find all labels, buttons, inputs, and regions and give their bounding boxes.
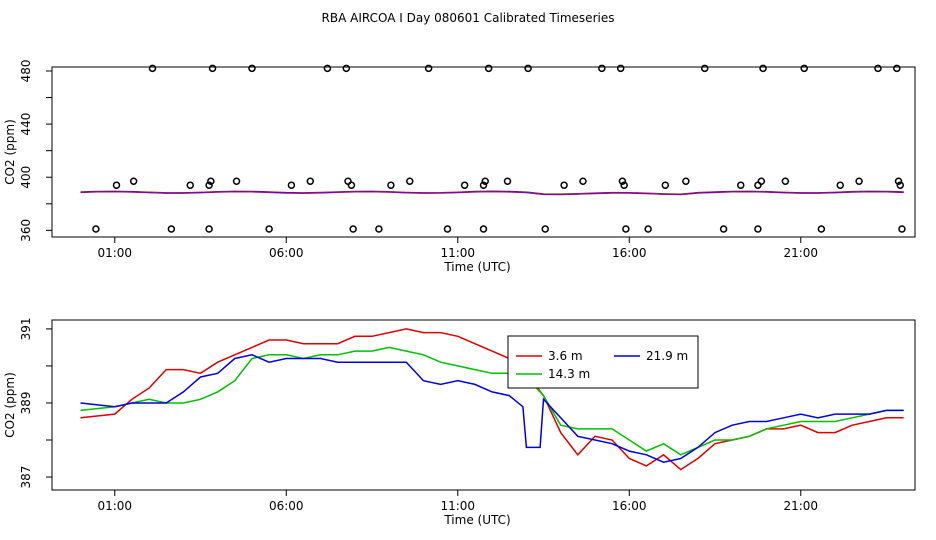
data-point bbox=[800, 64, 808, 73]
y-tick-label: 391 bbox=[19, 317, 33, 340]
data-point bbox=[759, 64, 767, 73]
data-point bbox=[349, 225, 357, 233]
legend-label: 21.9 m bbox=[646, 349, 688, 363]
data-point bbox=[622, 225, 630, 233]
data-point bbox=[306, 177, 315, 185]
data-point bbox=[287, 181, 296, 189]
legend: 3.6 m 21.9 m 14.3 m bbox=[507, 335, 699, 389]
series-line bbox=[80, 328, 904, 471]
y-tick-label: 440 bbox=[19, 113, 33, 136]
data-point bbox=[323, 64, 332, 73]
x-tick-label: 06:00 bbox=[269, 246, 304, 260]
data-point bbox=[896, 181, 905, 189]
data-point bbox=[207, 177, 215, 185]
data-point bbox=[265, 225, 273, 233]
data-point bbox=[205, 181, 213, 189]
chart-title: RBA AIRCOA I Day 080601 Calibrated Times… bbox=[322, 11, 615, 25]
y-tick-label: 480 bbox=[19, 60, 33, 83]
series-line bbox=[80, 346, 904, 456]
x-tick-label: 21:00 bbox=[783, 246, 818, 260]
data-point bbox=[186, 181, 194, 189]
y-tick-label: 387 bbox=[19, 466, 33, 489]
data-point bbox=[781, 177, 790, 185]
data-point bbox=[874, 64, 882, 73]
data-point bbox=[661, 181, 670, 189]
plot-frame bbox=[51, 319, 916, 491]
data-point bbox=[836, 181, 844, 189]
data-point bbox=[205, 225, 213, 233]
legend-box bbox=[507, 335, 699, 389]
calibrated-trace bbox=[80, 191, 904, 196]
y-tick-label: 400 bbox=[19, 166, 33, 189]
data-point bbox=[92, 225, 100, 233]
x-tick-label: 16:00 bbox=[612, 499, 647, 513]
y-tick-label: 360 bbox=[19, 219, 33, 242]
x-tick-label: 01:00 bbox=[97, 499, 132, 513]
data-point bbox=[893, 64, 901, 73]
data-point bbox=[479, 181, 488, 189]
data-point bbox=[148, 64, 157, 73]
data-point bbox=[719, 225, 728, 233]
plot-frame bbox=[51, 66, 916, 238]
data-point bbox=[406, 177, 414, 185]
x-tick-label: 16:00 bbox=[612, 246, 647, 260]
data-point bbox=[700, 64, 709, 73]
data-point bbox=[620, 181, 628, 189]
data-point bbox=[682, 177, 690, 185]
legend-label: 14.3 m bbox=[548, 367, 590, 381]
data-point bbox=[618, 177, 627, 185]
x-tick-label: 21:00 bbox=[783, 499, 818, 513]
data-point bbox=[387, 181, 395, 189]
data-point bbox=[737, 181, 745, 189]
data-point bbox=[167, 225, 176, 233]
co2-scatter-panel: 01:00 06:00 11:00 16:00 21:00 360 400 440 480 Tim… bbox=[3, 60, 916, 274]
data-point bbox=[208, 64, 217, 73]
data-point bbox=[757, 177, 766, 185]
data-point bbox=[484, 64, 493, 73]
data-point bbox=[644, 225, 652, 233]
data-point bbox=[541, 225, 549, 233]
x-tick-label: 11:00 bbox=[440, 499, 475, 513]
data-point bbox=[560, 181, 568, 189]
data-point bbox=[443, 225, 452, 233]
data-point bbox=[112, 181, 121, 189]
data-point bbox=[616, 64, 625, 73]
data-point bbox=[342, 64, 351, 73]
data-point bbox=[598, 64, 606, 73]
x-tick-label: 11:00 bbox=[440, 246, 475, 260]
data-point bbox=[375, 225, 383, 233]
co2-lines-panel: 01:00 06:00 11:00 16:00 21:00 387 389 391 Time (… bbox=[3, 317, 916, 527]
data-point bbox=[524, 64, 532, 73]
data-point bbox=[424, 64, 433, 73]
data-point bbox=[894, 177, 903, 185]
y-tick-label: 389 bbox=[19, 392, 33, 415]
x-tick-label: 06:00 bbox=[269, 499, 304, 513]
data-point bbox=[898, 225, 906, 233]
data-point bbox=[481, 177, 489, 185]
data-point bbox=[460, 181, 469, 189]
series-line bbox=[80, 354, 904, 463]
data-point bbox=[248, 64, 256, 73]
data-point bbox=[817, 225, 826, 233]
x-axis-title: Time (UTC) bbox=[443, 513, 510, 527]
data-point bbox=[129, 177, 138, 185]
x-tick-label: 01:00 bbox=[97, 246, 132, 260]
data-point bbox=[347, 181, 356, 189]
y-axis-title: CO2 (ppm) bbox=[3, 119, 17, 185]
data-point bbox=[232, 177, 241, 185]
x-axis-title: Time (UTC) bbox=[443, 260, 510, 274]
data-point bbox=[855, 177, 863, 185]
data-point bbox=[479, 225, 488, 233]
data-point bbox=[754, 225, 762, 233]
data-point bbox=[503, 177, 512, 185]
legend-label: 3.6 m bbox=[548, 349, 583, 363]
y-axis-title: CO2 (ppm) bbox=[3, 372, 17, 438]
data-point bbox=[579, 177, 587, 185]
